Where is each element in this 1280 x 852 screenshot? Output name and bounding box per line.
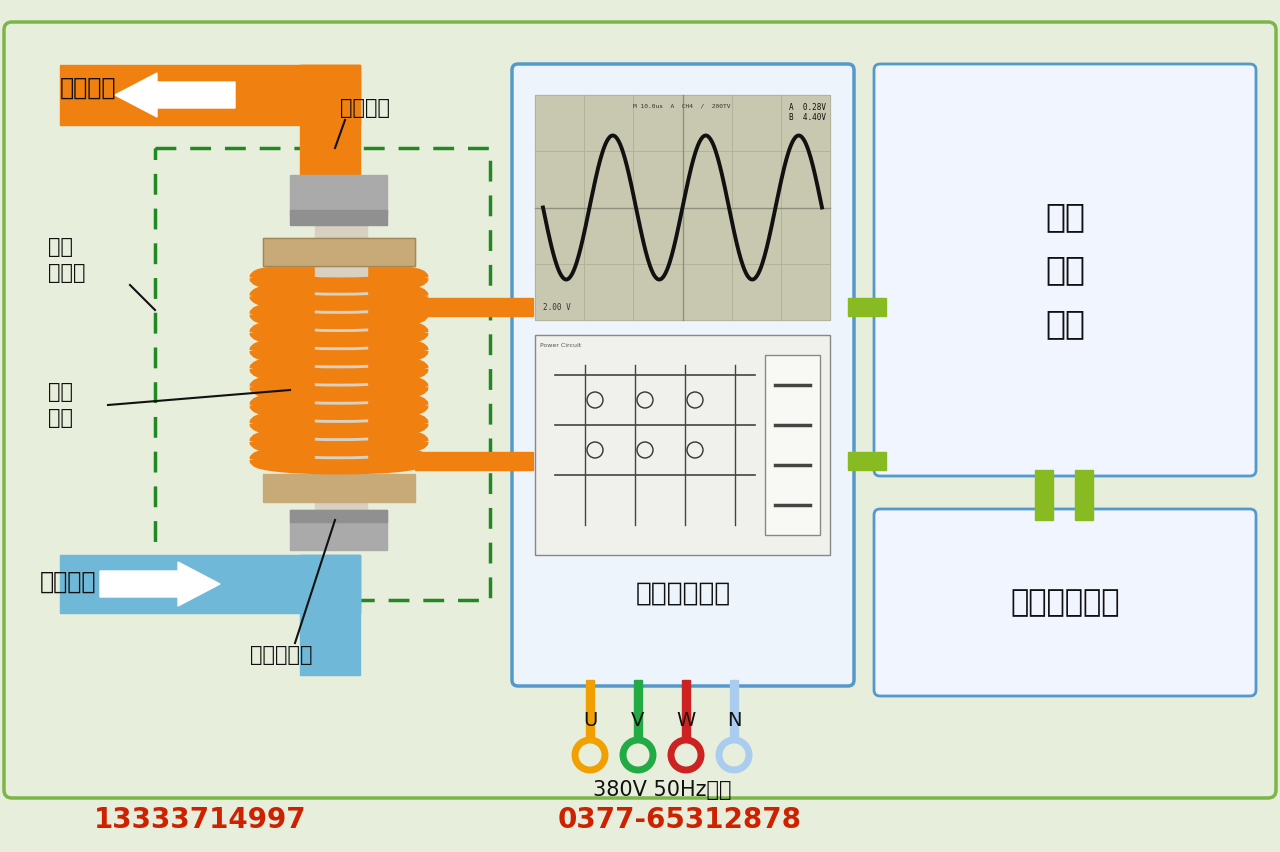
Bar <box>262 474 415 502</box>
Text: 0377-65312878: 0377-65312878 <box>558 806 803 834</box>
Bar <box>291 175 387 215</box>
FancyBboxPatch shape <box>512 64 854 686</box>
Text: V: V <box>631 711 645 729</box>
Bar <box>60 555 360 613</box>
Text: 13333714997: 13333714997 <box>93 806 306 834</box>
Bar <box>291 210 387 225</box>
Text: 变频功率输出: 变频功率输出 <box>635 581 731 607</box>
Bar <box>849 452 886 470</box>
Bar <box>849 298 886 316</box>
Bar <box>525 298 532 316</box>
Bar <box>262 238 415 266</box>
FancyBboxPatch shape <box>4 22 1276 798</box>
Text: 冷水进入: 冷水进入 <box>40 570 96 594</box>
Bar <box>765 355 820 535</box>
Text: 绹缘陶瓷管: 绹缘陶瓷管 <box>250 645 312 665</box>
Text: 380V 50Hz输入: 380V 50Hz输入 <box>593 780 731 800</box>
Bar <box>634 680 643 740</box>
FancyBboxPatch shape <box>874 509 1256 696</box>
FancyArrow shape <box>100 562 220 606</box>
Bar <box>300 555 360 675</box>
Bar <box>1036 470 1053 520</box>
Bar <box>415 298 525 316</box>
Text: 变频
控制
单元: 变频 控制 单元 <box>1044 199 1085 340</box>
Text: 操作控制单元: 操作控制单元 <box>1010 588 1120 617</box>
Bar <box>300 65 360 213</box>
Text: N: N <box>727 711 741 729</box>
Text: M 10.0us  A  CH4  /  200TV: M 10.0us A CH4 / 200TV <box>634 103 731 108</box>
Bar <box>535 95 829 320</box>
Bar <box>291 510 387 522</box>
Text: 2.00 V: 2.00 V <box>543 303 571 312</box>
Text: 电磁
线圈: 电磁 线圈 <box>49 382 73 429</box>
FancyBboxPatch shape <box>874 64 1256 476</box>
Bar <box>586 680 594 740</box>
Bar <box>682 680 690 740</box>
Text: U: U <box>582 711 598 729</box>
Text: A  0.28V
B  4.40V: A 0.28V B 4.40V <box>788 103 826 123</box>
Text: 金属水管: 金属水管 <box>340 98 390 118</box>
Bar <box>535 335 829 555</box>
Bar <box>60 65 360 125</box>
Bar <box>1075 470 1093 520</box>
Text: W: W <box>676 711 695 729</box>
Bar <box>315 185 367 525</box>
Bar <box>415 452 525 470</box>
Text: Power Circuit: Power Circuit <box>540 343 581 348</box>
Bar <box>730 680 739 740</box>
Text: 电磁
屏蔽罩: 电磁 屏蔽罩 <box>49 237 86 283</box>
Bar <box>300 65 360 125</box>
Bar <box>262 238 415 266</box>
Bar <box>300 555 360 613</box>
FancyArrow shape <box>115 73 236 117</box>
Bar <box>535 335 829 555</box>
Bar <box>525 452 532 470</box>
Bar <box>291 510 387 550</box>
Text: 热水输出: 热水输出 <box>60 76 116 100</box>
